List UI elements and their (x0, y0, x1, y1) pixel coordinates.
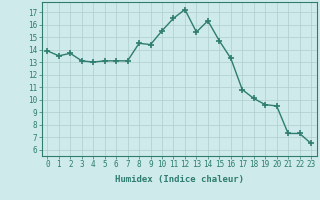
X-axis label: Humidex (Indice chaleur): Humidex (Indice chaleur) (115, 175, 244, 184)
